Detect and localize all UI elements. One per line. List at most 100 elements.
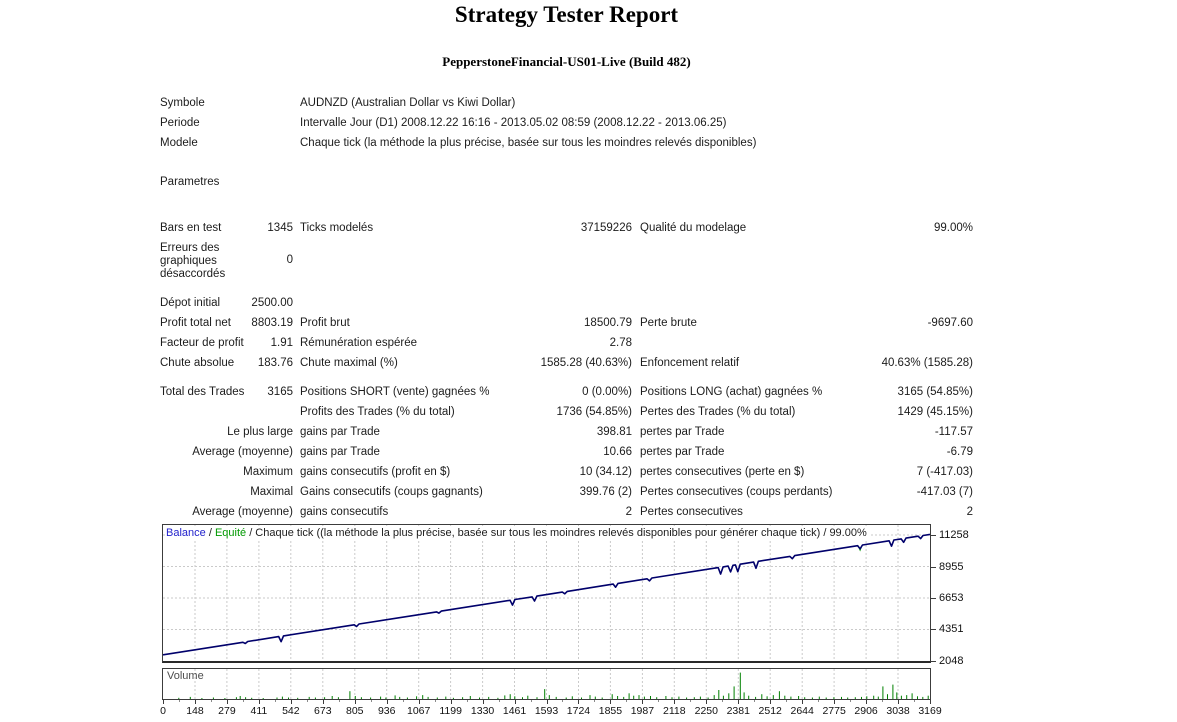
x-axis-tick <box>802 700 804 704</box>
volume-bar <box>766 696 768 699</box>
volume-bar <box>861 696 862 699</box>
volume-bar <box>422 695 424 699</box>
stat-row-label: Maximal <box>250 486 293 498</box>
volume-bar <box>847 697 849 699</box>
stats-row: Dépot initial 2500.00 <box>160 294 973 314</box>
volume-bar <box>722 695 724 699</box>
x-axis-tick-label: 3169 <box>918 705 942 717</box>
x-axis-tick-label: 148 <box>186 705 204 717</box>
x-axis-minor-tick <box>562 700 564 702</box>
x-axis-minor-tick <box>882 700 884 702</box>
stat-label: Profits des Trades (% du total) <box>300 406 455 418</box>
stat-value: -117.57 <box>934 426 973 438</box>
volume-bar <box>718 690 720 699</box>
x-axis-minor-tick <box>338 700 340 702</box>
stat-label <box>632 239 840 281</box>
x-axis-minor-tick <box>210 700 212 702</box>
volume-bar <box>733 686 735 699</box>
balance-plot-area: Balance / Equité / Chaque tick ((la méth… <box>162 524 931 663</box>
stat-cell-1: Average (moyenne) <box>160 443 293 463</box>
volume-bar <box>370 697 372 699</box>
stat-label: pertes par Trade <box>640 446 725 458</box>
y-axis-tick <box>931 661 936 662</box>
x-axis-tick <box>226 700 228 704</box>
x-axis-tick-label: 1987 <box>630 705 655 717</box>
stat-cell-1: Bars en test 1345 <box>160 219 293 239</box>
volume-bar <box>262 698 264 699</box>
volume-bar <box>617 696 619 699</box>
stat-cell-1: Chute absolue 183.76 <box>160 354 293 374</box>
stat-value: 398.81 <box>596 426 632 438</box>
stat-value <box>840 334 973 354</box>
stat-row-label: Average (moyenne) <box>192 446 293 458</box>
legend-balance: Balance <box>166 527 206 539</box>
x-axis-minor-tick <box>818 700 820 702</box>
x-axis-tick-label: 1593 <box>534 705 559 717</box>
stat-cell-1: Average (moyenne) <box>160 503 293 523</box>
volume-bar <box>818 696 820 699</box>
volume-bar <box>235 697 237 699</box>
x-axis-tick-label: 0 <box>160 705 166 717</box>
volume-bar <box>633 695 635 699</box>
x-axis-tick <box>290 700 292 704</box>
stat-value <box>840 294 973 314</box>
stat-cell-1: Maximum <box>160 463 293 483</box>
stats-row: Profits des Trades (% du total) 1736 (54.… <box>160 403 973 423</box>
stat-label: Chute absolue <box>160 357 235 369</box>
x-axis-tick-label: 2644 <box>790 705 814 717</box>
volume-bar <box>761 694 763 699</box>
volume-bar <box>665 696 667 699</box>
x-axis-tick-label: 2250 <box>694 705 718 717</box>
modele-value: Chaque tick (la méthode la plus précise,… <box>300 137 757 149</box>
volume-bar <box>628 693 630 699</box>
stats-row: Maximum gains consecutifs (profit en $) 10… <box>160 463 973 483</box>
x-axis-tick <box>866 700 868 704</box>
volume-bars-chart <box>178 669 929 699</box>
x-axis-tick <box>354 700 356 704</box>
stat-label: Total des Trades <box>160 386 245 398</box>
stats-row: Profit total net 8803.19 Profit brut 18500.… <box>160 314 973 334</box>
x-axis-tick-label: 1855 <box>598 705 623 717</box>
periode-value: Intervalle Jour (D1) 2008.12.22 16:16 - … <box>300 117 727 129</box>
x-axis-tick <box>642 700 644 704</box>
stats-row: Bars en test 1345 Ticks modelés 37159226 Qua… <box>160 219 973 239</box>
x-axis-tick <box>578 700 580 704</box>
stat-value: 3165 (54.85%) <box>897 386 973 398</box>
volume-bar <box>873 695 875 699</box>
y-axis-tick <box>931 535 936 536</box>
x-axis-minor-tick <box>594 700 596 702</box>
x-axis-tick-label: 2775 <box>822 705 846 717</box>
volume-bar <box>385 697 387 699</box>
stat-value: -9697.60 <box>927 317 973 329</box>
legend-description: / Chaque tick ((la méthode la plus préci… <box>246 527 867 539</box>
x-axis-tick <box>386 700 388 704</box>
volume-bar <box>877 696 879 699</box>
volume-bar <box>239 696 241 699</box>
volume-bar <box>917 696 918 699</box>
volume-bar <box>462 697 464 699</box>
stat-label: gains par Trade <box>300 426 380 438</box>
volume-bar <box>611 694 613 699</box>
x-axis-tick-label: 1724 <box>566 705 591 717</box>
volume-bar <box>479 697 480 699</box>
volume-bar <box>297 697 299 699</box>
x-axis-tick <box>418 700 420 704</box>
x-axis-minor-tick <box>626 700 628 702</box>
stat-label: Pertes des Trades (% du total) <box>640 406 796 418</box>
volume-bar <box>707 697 709 699</box>
stat-label: Positions LONG (achat) gagnées % <box>640 386 823 398</box>
x-axis-tick <box>930 700 931 704</box>
volume-bar <box>739 672 741 699</box>
volume-bar <box>436 697 438 699</box>
volume-bar <box>892 684 894 699</box>
volume-bar <box>245 697 247 699</box>
stat-label: Rémunération espérée <box>300 337 417 349</box>
stat-label: Enfoncement relatif <box>640 357 740 369</box>
x-axis-minor-tick <box>434 700 436 702</box>
symbole-label: Symbole <box>160 97 205 109</box>
x-axis-tick-label: 411 <box>250 705 268 717</box>
volume-bar <box>555 696 557 699</box>
stat-value: 40.63% (1585.28) <box>881 357 973 369</box>
parametres-section: Parametres <box>160 172 973 192</box>
